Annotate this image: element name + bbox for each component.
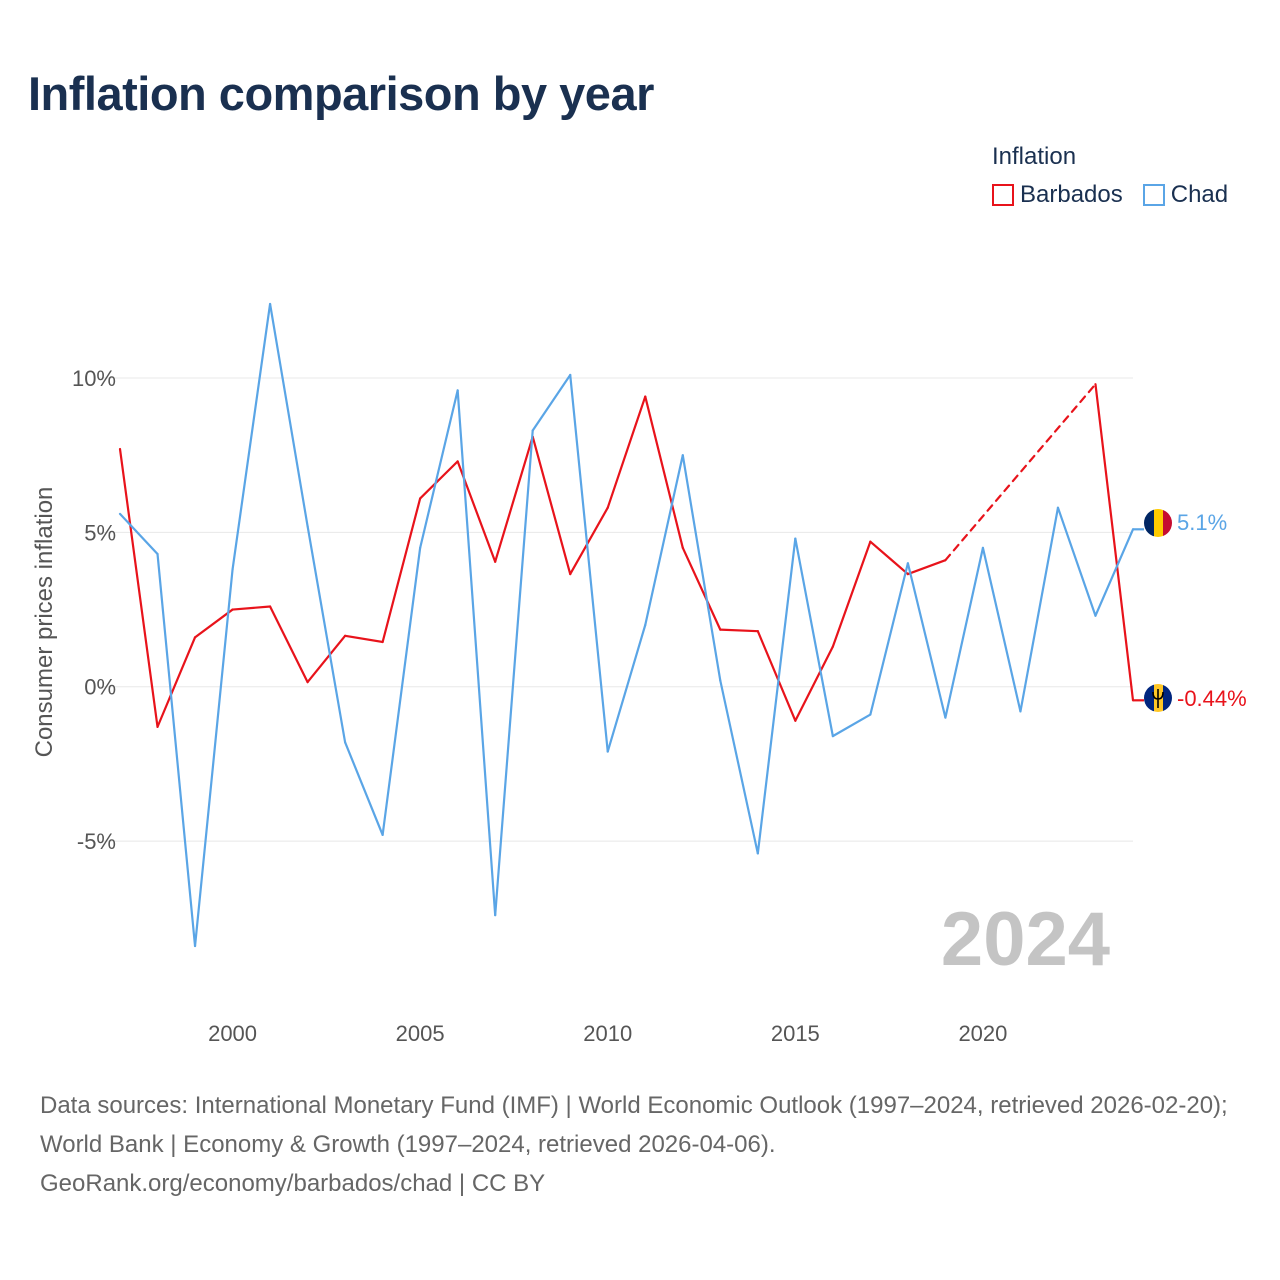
chad-end-label: 5.1% [1177, 510, 1227, 535]
barbados-flag-icon [1144, 684, 1172, 712]
barbados-line-segment [531, 435, 572, 576]
chad-line-segment [944, 546, 985, 719]
source-text: Data sources: International Monetary Fun… [40, 1092, 1228, 1158]
chad-line-segment [569, 373, 609, 753]
barbados-line-segment [344, 634, 384, 644]
y-tick-label: 10% [72, 366, 116, 391]
year-watermark: 2024 [941, 897, 1110, 982]
barbados-end-label: -0.44% [1177, 686, 1247, 711]
chad-line-segment [719, 679, 759, 855]
chad-line-segment [531, 373, 572, 432]
series-barbados [118, 383, 1144, 728]
chad-line-segment [681, 454, 722, 682]
barbados-line-segment [569, 506, 609, 576]
source-note: Data sources: International Monetary Fun… [40, 1086, 1250, 1203]
chad-line-segment [494, 429, 534, 917]
chad-line-segment [869, 562, 909, 716]
x-tick-label: 2010 [583, 1021, 632, 1046]
barbados-line-segment [381, 497, 422, 644]
y-axis-label: Consumer prices inflation [31, 487, 58, 758]
chad-line-segment [118, 512, 159, 556]
barbados-line-segment [831, 540, 872, 648]
barbados-line-segment [944, 383, 1097, 562]
barbados-line-segment [231, 605, 272, 611]
barbados-line-segment [1094, 383, 1135, 702]
legend-label-chad: Chad [1170, 181, 1229, 208]
barbados-line-segment [644, 395, 684, 549]
chad-line-segment [156, 552, 197, 948]
barbados-line-segment [193, 608, 234, 639]
barbados-line-segment [794, 645, 834, 722]
barbados-line-segment [869, 540, 909, 576]
barbados-line-segment [419, 460, 459, 500]
legend-swatch-chad [1142, 184, 1165, 206]
x-tick-label: 2020 [958, 1021, 1007, 1046]
legend-swatch-barbados [992, 184, 1014, 206]
barbados-line-segment [719, 628, 759, 633]
x-tick-label: 2005 [396, 1021, 445, 1046]
chad-line-segment [644, 454, 684, 627]
barbados-line-segment [306, 634, 347, 684]
chad-line-segment [419, 389, 459, 549]
legend: Inflation Barbados Chad [992, 143, 1240, 209]
chad-line-segment [344, 741, 384, 837]
x-tick-label: 2000 [208, 1021, 257, 1046]
chad-line-segment [1019, 506, 1060, 713]
legend-item-barbados[interactable]: Barbados [992, 181, 1123, 209]
chad-line-segment [794, 537, 834, 738]
page-title: Inflation comparison by year [28, 67, 654, 120]
legend-label-barbados: Barbados [1020, 181, 1123, 208]
line-chart: 2024 10% 5% 0% -5% 2000 2005 2010 2015 2020 Cons… [31, 302, 1247, 1046]
legend-title: Inflation [992, 143, 1077, 170]
chad-line-segment [1094, 528, 1135, 617]
y-tick-label: 0% [84, 675, 116, 700]
chad-line-segment [981, 546, 1022, 713]
x-tick-label: 2015 [771, 1021, 820, 1046]
chad-line-segment [606, 623, 647, 753]
chad-line-segment [1056, 506, 1097, 617]
chad-line-segment [381, 546, 422, 837]
chad-line-segment [268, 302, 309, 528]
chad-line-segment [306, 525, 347, 744]
y-tick-label: 5% [84, 520, 116, 545]
chad-line-segment [756, 537, 797, 855]
series-chad [118, 302, 1144, 948]
chad-line-segment [456, 389, 497, 917]
chad-line-segment [193, 568, 234, 948]
barbados-line-segment [268, 605, 309, 684]
barbados-line-segment [756, 630, 797, 722]
chad-flag-icon [1144, 509, 1172, 537]
source-link[interactable]: GeoRank.org/economy/barbados/chad | CC B… [40, 1170, 546, 1197]
barbados-line-segment [906, 559, 947, 576]
barbados-line-segment [681, 546, 722, 631]
chad-line-segment [831, 713, 872, 738]
barbados-line-segment [606, 395, 647, 509]
barbados-line-segment [156, 636, 197, 728]
chad-line-segment [231, 302, 272, 571]
barbados-line-segment [494, 435, 534, 563]
chad-line-segment [906, 562, 947, 719]
barbados-line-segment [118, 447, 159, 728]
legend-item-chad[interactable]: Chad [1142, 181, 1229, 209]
y-tick-label: -5% [77, 829, 116, 854]
